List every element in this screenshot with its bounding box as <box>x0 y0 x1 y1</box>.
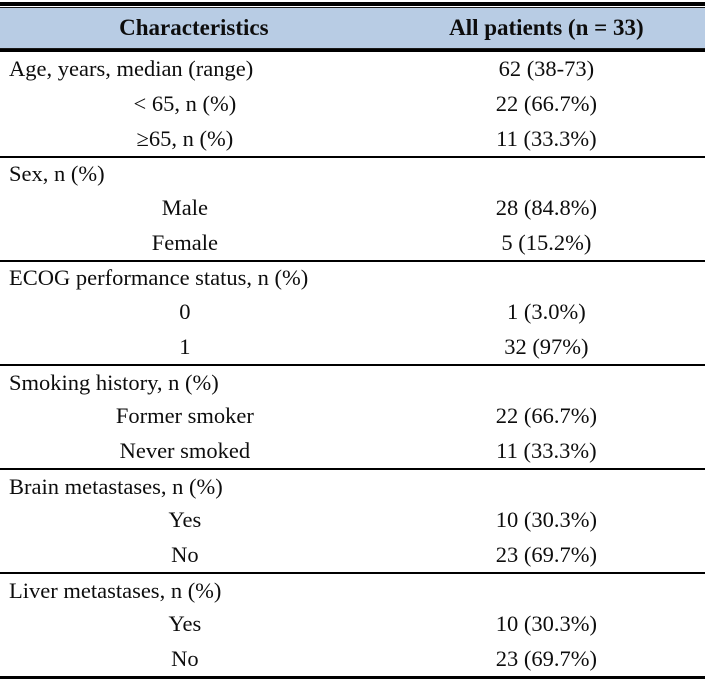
characteristic-cell: Brain metastases, n (%) <box>9 473 223 499</box>
characteristic-cell: 0 <box>179 299 191 325</box>
table-row: ≥65, n (%) 11 (33.3%) <box>0 121 705 156</box>
value-cell: 32 (97%) <box>504 333 589 359</box>
characteristic-cell: Smoking history, n (%) <box>9 369 219 395</box>
table-row: Female 5 (15.2%) <box>0 225 705 260</box>
characteristic-cell: ECOG performance status, n (%) <box>9 265 309 291</box>
table-row: Former smoker 22 (66.7%) <box>0 399 705 434</box>
value-cell: 5 (15.2%) <box>501 229 592 255</box>
characteristic-cell: Sex, n (%) <box>9 161 105 187</box>
value-cell: 23 (69.7%) <box>495 541 597 567</box>
table-row: Sex, n (%) <box>0 156 705 191</box>
characteristic-cell: < 65, n (%) <box>133 91 237 117</box>
value-cell: 11 (33.3%) <box>496 125 597 151</box>
value-cell: 22 (66.7%) <box>495 403 597 429</box>
table-row: Male 28 (84.8%) <box>0 191 705 226</box>
characteristic-cell: Yes <box>168 507 202 533</box>
table-row: < 65, n (%) 22 (66.7%) <box>0 87 705 122</box>
value-cell: 10 (30.3%) <box>495 611 597 637</box>
value-cell: 10 (30.3%) <box>495 507 597 533</box>
value-cell: 11 (33.3%) <box>496 437 597 463</box>
value-cell: 22 (66.7%) <box>495 91 597 117</box>
table-row: No 23 (69.7%) <box>0 642 705 677</box>
characteristic-cell: Never smoked <box>119 437 251 463</box>
characteristic-cell: Female <box>151 229 218 255</box>
table-row: Yes 10 (30.3%) <box>0 607 705 642</box>
characteristic-cell: ≥65, n (%) <box>136 125 234 151</box>
table-row: Liver metastases, n (%) <box>0 572 705 607</box>
table-row: Never smoked 11 (33.3%) <box>0 434 705 469</box>
table-row: 1 32 (97%) <box>0 330 705 365</box>
value-cell: 28 (84.8%) <box>495 195 597 221</box>
value-cell: 1 (3.0%) <box>507 299 586 325</box>
characteristic-cell: 1 <box>179 333 191 359</box>
table-header-row: Characteristics All patients (n = 33) <box>0 7 705 49</box>
characteristic-cell: Former smoker <box>115 403 254 429</box>
table-row: Yes 10 (30.3%) <box>0 503 705 538</box>
table-row: 0 1 (3.0%) <box>0 295 705 330</box>
table-top-rule <box>0 2 705 6</box>
table-row: No 23 (69.7%) <box>0 538 705 573</box>
characteristic-cell: Age, years, median (range) <box>9 56 254 82</box>
characteristic-cell: Liver metastases, n (%) <box>9 577 222 603</box>
characteristic-cell: No <box>171 541 199 567</box>
table-row: Smoking history, n (%) <box>0 364 705 399</box>
column-header-characteristics: Characteristics <box>119 15 269 40</box>
value-cell: 23 (69.7%) <box>495 646 597 672</box>
value-cell: 62 (38-73) <box>498 56 595 82</box>
column-header-all-patients: All patients (n = 33) <box>449 15 644 40</box>
table-row: ECOG performance status, n (%) <box>0 260 705 295</box>
characteristic-cell: Male <box>161 195 208 221</box>
characteristic-cell: No <box>171 646 199 672</box>
characteristic-cell: Yes <box>168 611 202 637</box>
table-row: Brain metastases, n (%) <box>0 468 705 503</box>
table-row: Age, years, median (range) 62 (38-73) <box>0 52 705 87</box>
table-bottom-rule <box>0 676 705 680</box>
header-bottom-rule <box>0 49 705 52</box>
